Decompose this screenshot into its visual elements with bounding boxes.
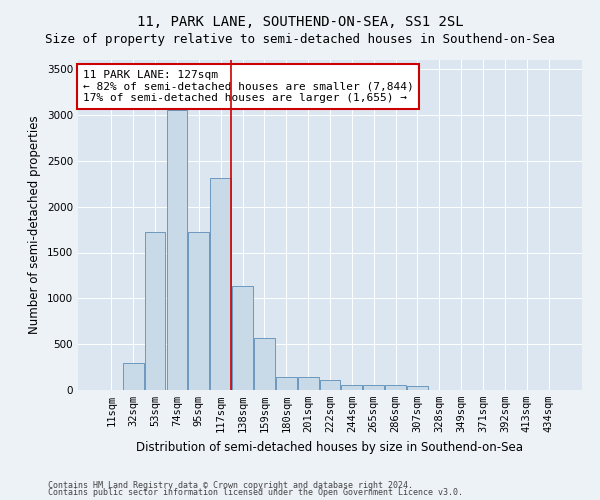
Bar: [232, 286, 253, 390]
X-axis label: Distribution of semi-detached houses by size in Southend-on-Sea: Distribution of semi-detached houses by …: [137, 440, 523, 454]
Bar: [145, 232, 166, 390]
Text: Size of property relative to semi-detached houses in Southend-on-Sea: Size of property relative to semi-detach…: [45, 32, 555, 46]
Bar: [123, 364, 143, 390]
Bar: [385, 385, 406, 390]
Text: 11 PARK LANE: 127sqm
← 82% of semi-detached houses are smaller (7,844)
17% of se: 11 PARK LANE: 127sqm ← 82% of semi-detac…: [83, 70, 414, 103]
Bar: [407, 386, 428, 390]
Bar: [341, 385, 362, 390]
Bar: [210, 178, 231, 390]
Bar: [320, 380, 340, 390]
Bar: [364, 385, 384, 390]
Bar: [188, 232, 209, 390]
Bar: [254, 338, 275, 390]
Text: Contains public sector information licensed under the Open Government Licence v3: Contains public sector information licen…: [48, 488, 463, 497]
Bar: [167, 110, 187, 390]
Text: 11, PARK LANE, SOUTHEND-ON-SEA, SS1 2SL: 11, PARK LANE, SOUTHEND-ON-SEA, SS1 2SL: [137, 15, 463, 29]
Text: Contains HM Land Registry data © Crown copyright and database right 2024.: Contains HM Land Registry data © Crown c…: [48, 480, 413, 490]
Bar: [276, 376, 296, 390]
Y-axis label: Number of semi-detached properties: Number of semi-detached properties: [28, 116, 41, 334]
Bar: [298, 376, 319, 390]
